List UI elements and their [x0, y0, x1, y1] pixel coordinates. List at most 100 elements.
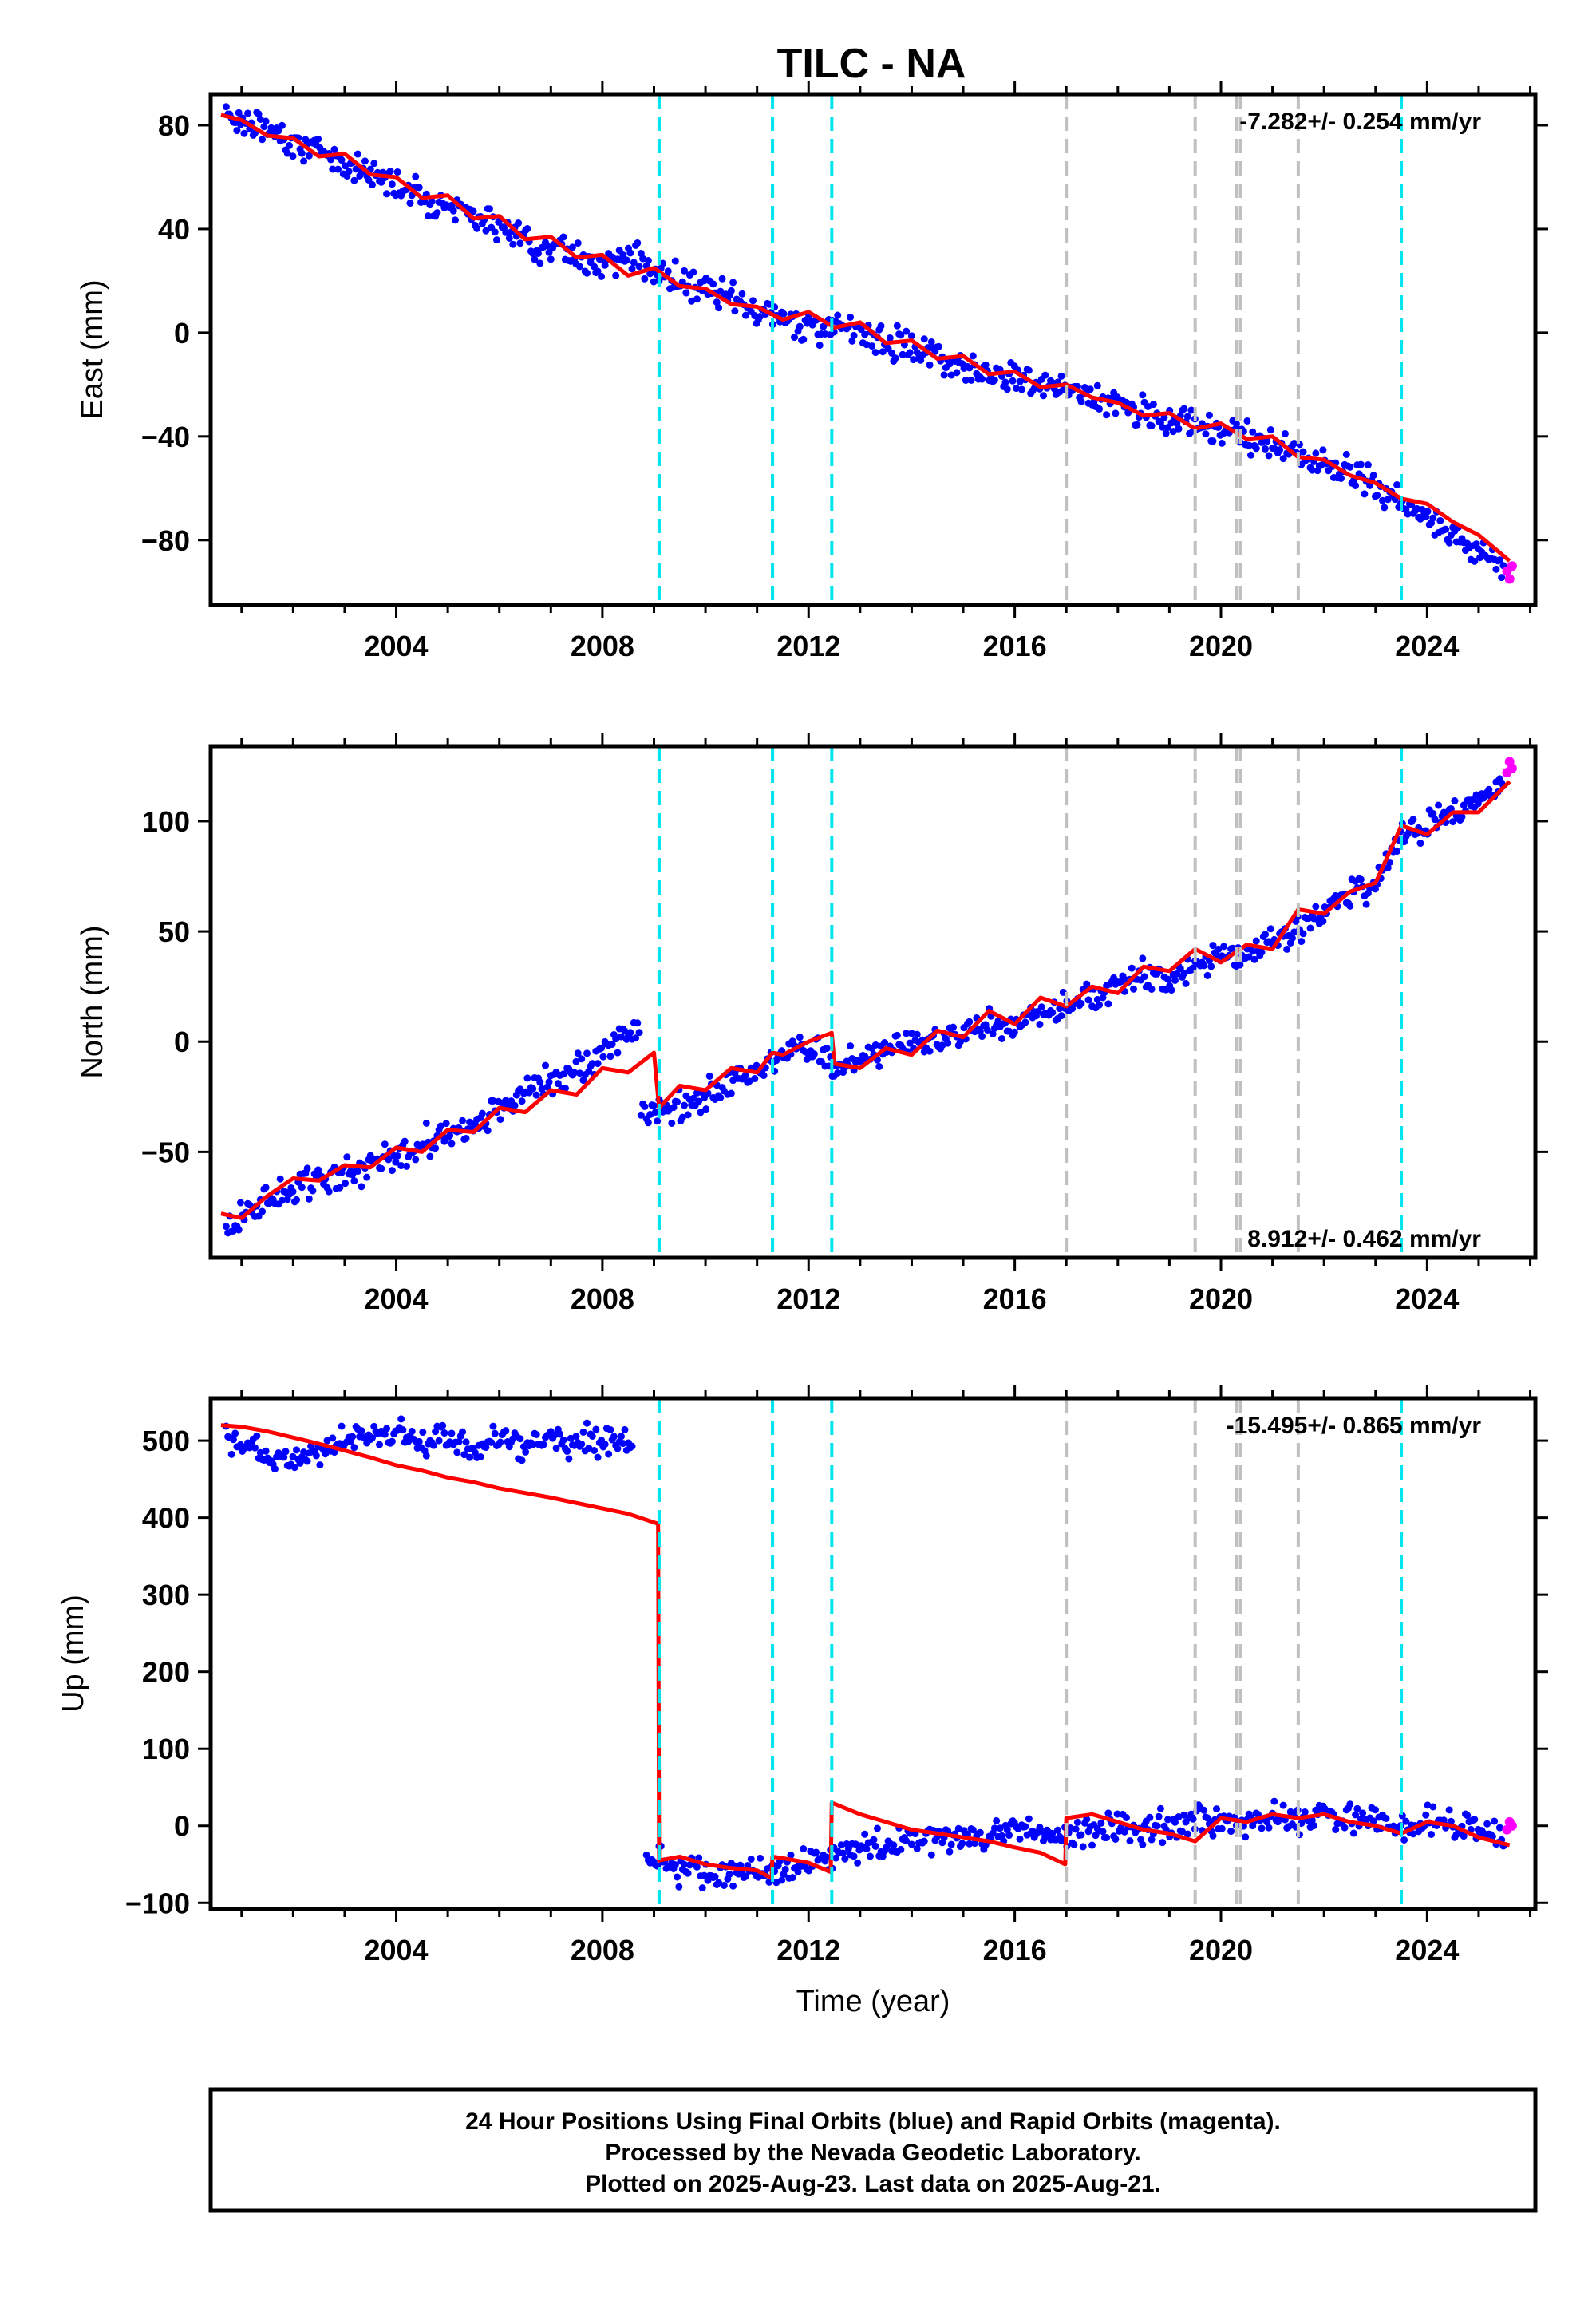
- east-final-point: [352, 165, 360, 173]
- up-final-point: [397, 1415, 405, 1423]
- north-final-point: [989, 1030, 997, 1037]
- up-final-point: [863, 1845, 871, 1853]
- east-final-point: [962, 376, 970, 384]
- east-final-point: [286, 141, 294, 149]
- north-final-point: [674, 1098, 681, 1106]
- east-final-point: [1319, 446, 1327, 454]
- north-final-point: [1077, 999, 1085, 1007]
- north-x-tick-label: 2020: [1189, 1282, 1253, 1315]
- north-final-point: [751, 1074, 759, 1082]
- up-final-point: [1263, 1818, 1271, 1826]
- up-final-point: [866, 1852, 874, 1860]
- north-final-point: [432, 1144, 440, 1152]
- up-final-point: [408, 1427, 416, 1435]
- east-final-point: [847, 313, 855, 321]
- up-final-point: [1003, 1826, 1011, 1834]
- up-final-point: [439, 1421, 447, 1429]
- caption-line-2: Processed by the Nevada Geodetic Laborat…: [605, 2140, 1140, 2166]
- up-final-point: [1359, 1809, 1367, 1817]
- north-final-point: [681, 1101, 689, 1109]
- east-final-point: [491, 228, 499, 236]
- east-final-point: [644, 256, 652, 264]
- north-plot-area: [220, 757, 1517, 1237]
- east-final-point: [927, 338, 935, 346]
- east-final-point: [682, 289, 690, 297]
- east-final-point: [713, 298, 721, 306]
- east-final-point: [425, 212, 433, 220]
- up-x-tick-label: 2012: [776, 1934, 840, 1966]
- east-final-point: [1418, 506, 1426, 514]
- north-final-point: [1288, 934, 1296, 942]
- north-final-point: [760, 1072, 768, 1080]
- east-final-point: [368, 180, 376, 188]
- up-final-point: [388, 1437, 396, 1445]
- east-final-point: [536, 259, 544, 267]
- north-final-point: [1010, 1028, 1018, 1036]
- up-final-point: [844, 1844, 852, 1852]
- east-final-point: [612, 271, 620, 279]
- north-panel: 2004 2008 2012 2016 2020 2024 −50 0 50 100 North (…: [76, 733, 1548, 1315]
- north-final-point: [1128, 964, 1136, 972]
- east-final-point: [448, 201, 456, 209]
- north-final-point: [466, 1118, 474, 1126]
- north-final-point: [727, 1089, 735, 1097]
- east-y-tick-label: 0: [174, 317, 190, 350]
- east-final-point: [1378, 496, 1386, 504]
- east-final-point: [1183, 413, 1191, 421]
- north-final-point: [983, 1026, 991, 1034]
- up-final-point: [1400, 1836, 1408, 1844]
- east-final-point: [559, 233, 567, 241]
- east-final-point: [731, 307, 739, 315]
- up-final-point: [592, 1425, 600, 1433]
- north-final-point: [693, 1089, 701, 1097]
- up-final-point: [578, 1440, 586, 1448]
- north-final-point: [325, 1188, 333, 1196]
- east-final-point: [1279, 455, 1287, 463]
- east-final-point: [1249, 428, 1257, 436]
- east-rate-label: -7.282+/- 0.254 mm/yr: [1239, 109, 1481, 135]
- east-final-point: [433, 209, 441, 217]
- north-final-point: [599, 1053, 607, 1061]
- north-final-point: [1021, 1018, 1029, 1026]
- up-final-point: [812, 1848, 820, 1856]
- up-final-point: [1352, 1811, 1360, 1819]
- north-final-point: [1435, 801, 1443, 809]
- north-final-point: [702, 1105, 710, 1113]
- north-final-point: [913, 1030, 921, 1038]
- north-final-point: [1096, 1001, 1104, 1009]
- up-final-point: [488, 1438, 496, 1446]
- north-final-point: [298, 1184, 306, 1192]
- up-final-point: [617, 1433, 625, 1441]
- east-y-axis-label: East (mm): [76, 279, 109, 419]
- up-final-point: [1054, 1826, 1062, 1834]
- east-final-point: [879, 348, 887, 356]
- east-final-point: [1352, 481, 1360, 489]
- up-final-point: [1495, 1824, 1503, 1832]
- north-final-point: [489, 1097, 497, 1105]
- east-final-point: [505, 234, 513, 242]
- north-final-point: [518, 1097, 526, 1105]
- east-final-point: [1424, 508, 1432, 516]
- north-final-point: [496, 1116, 504, 1124]
- up-final-point: [329, 1434, 337, 1442]
- north-final-point: [358, 1183, 365, 1191]
- up-x-tick-label: 2004: [364, 1934, 428, 1966]
- north-final-point: [1171, 976, 1179, 984]
- east-final-point: [966, 364, 974, 372]
- east-final-point: [515, 219, 523, 227]
- east-final-point: [861, 330, 869, 338]
- east-final-point: [689, 268, 697, 276]
- east-final-point: [342, 162, 350, 170]
- up-final-point: [1175, 1813, 1183, 1821]
- up-final-point: [747, 1855, 755, 1863]
- up-final-point: [1016, 1835, 1024, 1843]
- up-y-tick-label: 100: [142, 1733, 190, 1765]
- up-final-point: [422, 1452, 430, 1460]
- north-final-point: [276, 1175, 284, 1183]
- up-final-point: [800, 1845, 808, 1853]
- east-final-point: [796, 322, 804, 330]
- up-final-point: [262, 1447, 270, 1455]
- up-final-point: [256, 1448, 264, 1456]
- east-final-point: [877, 322, 885, 330]
- north-model-line: [220, 780, 1511, 1220]
